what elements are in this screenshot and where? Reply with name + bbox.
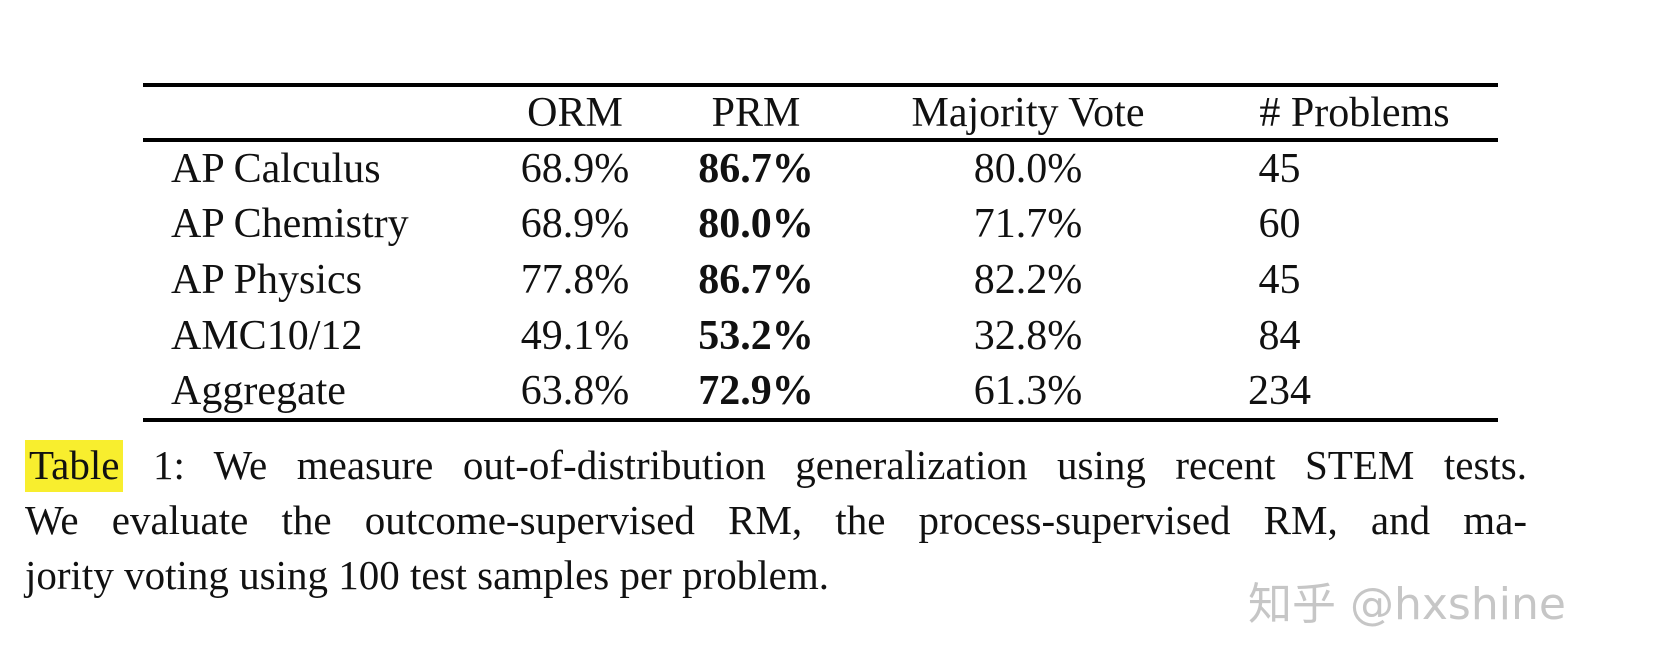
majority-vote-value: 80.0%	[973, 146, 1083, 192]
table-header-row: ORM PRM Majority Vote # Problems	[143, 85, 1498, 140]
table-row: AP Calculus 68.9% 86.7% 80.0% 45	[143, 140, 1498, 196]
orm-value: 63.8%	[520, 368, 630, 414]
caption-line-1: Table 1: We measure out-of-distribution …	[25, 438, 1527, 493]
orm-value: 68.9%	[520, 146, 630, 192]
orm-value: 77.8%	[520, 257, 630, 303]
orm-value: 49.1%	[520, 313, 630, 359]
row-label: AP Calculus	[171, 146, 381, 192]
prm-value: 72.9%	[698, 368, 814, 414]
majority-vote-value: 71.7%	[973, 201, 1083, 247]
caption-line-2: We evaluate the outcome-supervised RM, t…	[25, 497, 1527, 543]
num-problems-value: 45	[1258, 146, 1301, 192]
header-empty	[143, 85, 483, 140]
row-label: AP Physics	[171, 257, 362, 303]
caption-line-3: jority voting using 100 test samples per…	[25, 552, 829, 598]
highlighted-word: Table	[25, 440, 124, 492]
num-problems-value: 45	[1258, 257, 1301, 303]
prm-value: 86.7%	[698, 257, 814, 303]
prm-value: 80.0%	[698, 201, 814, 247]
header-orm: ORM	[527, 89, 623, 136]
table-row: AP Chemistry 68.9% 80.0% 71.7% 60	[143, 196, 1498, 252]
num-problems-value: 84	[1258, 313, 1301, 359]
row-label: Aggregate	[171, 368, 346, 414]
row-label: AMC10/12	[171, 313, 363, 359]
table-row: AP Physics 77.8% 86.7% 82.2% 45	[143, 252, 1498, 308]
row-label: AP Chemistry	[171, 201, 409, 247]
num-problems-value: 234	[1248, 368, 1311, 414]
table-row: Aggregate 63.8% 72.9% 61.3% 234	[143, 364, 1498, 420]
table-row: AMC10/12 49.1% 53.2% 32.8% 84	[143, 308, 1498, 364]
majority-vote-value: 82.2%	[973, 257, 1083, 303]
results-table: ORM PRM Majority Vote # Problems AP Calc…	[143, 83, 1498, 422]
zhihu-watermark: 知乎 @hxshine	[1248, 579, 1566, 630]
caption-line-1-text: 1: We measure out-of-distribution genera…	[123, 442, 1527, 488]
orm-value: 68.9%	[520, 201, 630, 247]
header-majority-vote: Majority Vote	[911, 89, 1145, 136]
prm-value: 86.7%	[698, 146, 814, 192]
table-caption: Table 1: We measure out-of-distribution …	[25, 438, 1527, 603]
majority-vote-value: 61.3%	[973, 368, 1083, 414]
header-num-problems: # Problems	[1259, 89, 1450, 136]
num-problems-value: 60	[1258, 201, 1301, 247]
header-prm: PRM	[711, 89, 801, 136]
prm-value: 53.2%	[698, 313, 814, 359]
majority-vote-value: 32.8%	[973, 313, 1083, 359]
